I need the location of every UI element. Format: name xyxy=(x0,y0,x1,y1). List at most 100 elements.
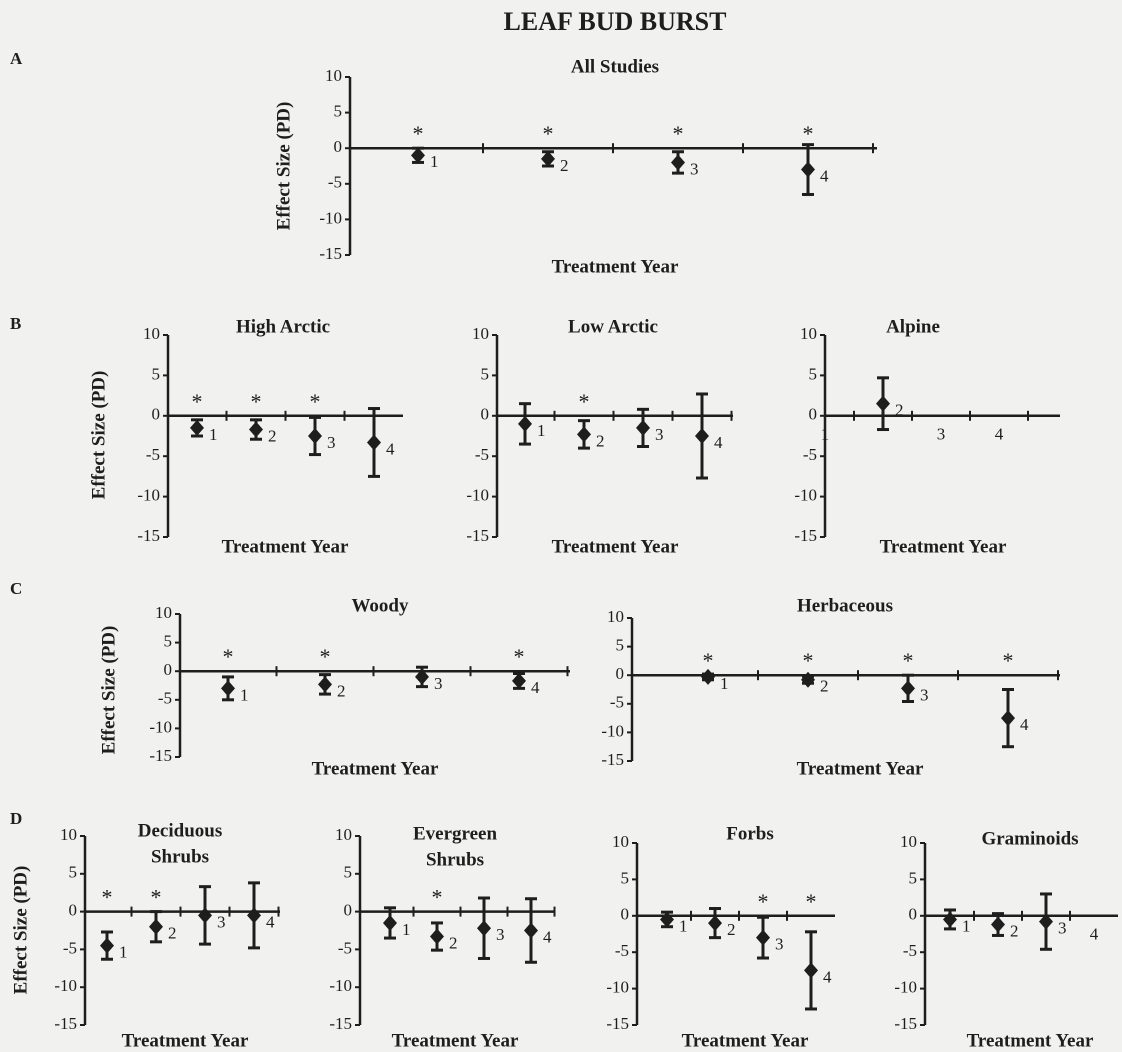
category-label: 2 xyxy=(168,924,177,943)
category-label: 1 xyxy=(720,674,729,693)
point xyxy=(708,915,722,932)
significance: * xyxy=(102,885,113,910)
category-label: 3 xyxy=(434,674,443,693)
panel-label: C xyxy=(10,579,22,598)
point xyxy=(367,434,381,451)
point xyxy=(695,428,709,444)
y-tick-label: 10 xyxy=(800,324,817,343)
point xyxy=(512,672,526,689)
y-tick-label: -15 xyxy=(606,1014,629,1033)
category-label: 2 xyxy=(820,677,829,696)
chart-title: Shrubs xyxy=(426,849,484,870)
y-tick-label: -10 xyxy=(466,486,489,505)
chart-title: Woody xyxy=(351,595,409,616)
y-tick-label: -5 xyxy=(158,689,172,708)
point xyxy=(804,962,818,979)
category-label: 2 xyxy=(560,156,569,175)
x-axis-label: Treatment Year xyxy=(392,1030,519,1051)
x-axis-label: Treatment Year xyxy=(797,758,924,779)
y-tick-label: -5 xyxy=(615,941,629,960)
y-tick-label: -10 xyxy=(794,486,817,505)
y-tick-label: -5 xyxy=(146,445,160,464)
figure-title: LEAF BUD BURST xyxy=(504,7,727,36)
y-tick-label: 5 xyxy=(344,863,353,882)
panel-label: B xyxy=(10,314,21,333)
significance: * xyxy=(806,889,817,914)
significance: * xyxy=(1003,648,1014,673)
category-label: 1 xyxy=(679,916,688,935)
category-label: 1 xyxy=(240,685,249,704)
point xyxy=(943,911,957,928)
category-label: 4 xyxy=(386,439,395,458)
y-tick-label: -10 xyxy=(137,486,160,505)
y-tick-label: 0 xyxy=(334,137,343,156)
category-label: 1 xyxy=(537,421,546,440)
significance: * xyxy=(151,885,162,910)
y-tick-label: -10 xyxy=(149,717,172,736)
x-axis-label: Treatment Year xyxy=(122,1030,249,1051)
point xyxy=(901,680,915,697)
category-label: 3 xyxy=(920,685,929,704)
category-label: 3 xyxy=(775,935,784,954)
category-label: 2 xyxy=(449,933,458,952)
significance: * xyxy=(514,644,525,669)
point xyxy=(415,668,429,685)
category-label: 1 xyxy=(119,943,128,962)
category-label: 2 xyxy=(895,401,904,420)
significance: * xyxy=(543,121,554,146)
category-label: 1 xyxy=(430,152,439,171)
y-tick-label: 10 xyxy=(325,66,342,85)
y-tick-label: 10 xyxy=(143,324,160,343)
y-tick-label: -5 xyxy=(328,173,342,192)
y-tick-label: 5 xyxy=(481,364,490,383)
y-tick-label: -10 xyxy=(54,976,77,995)
y-tick-label: -5 xyxy=(338,938,352,957)
y-tick-label: 0 xyxy=(69,901,78,920)
y-tick-label: -15 xyxy=(149,746,172,765)
category-label: 3 xyxy=(690,159,699,178)
y-tick-label: -5 xyxy=(475,445,489,464)
chart-title: Herbaceous xyxy=(797,595,893,616)
point xyxy=(308,428,322,444)
point xyxy=(247,907,261,924)
category-label: 4 xyxy=(823,967,832,986)
point xyxy=(541,150,555,167)
category-label: 4 xyxy=(995,425,1004,444)
significance: * xyxy=(803,648,814,673)
category-label: 1 xyxy=(209,425,218,444)
point xyxy=(518,415,532,432)
point xyxy=(524,922,538,939)
category-label: 4 xyxy=(1020,715,1029,734)
point xyxy=(636,419,650,436)
category-label: 4 xyxy=(714,433,723,452)
category-label: 2 xyxy=(337,681,346,700)
point xyxy=(671,154,685,171)
point xyxy=(701,668,715,685)
y-tick-label: -15 xyxy=(894,1014,917,1033)
panel-label: D xyxy=(10,809,22,828)
category-label: 3 xyxy=(1058,919,1067,938)
category-label: 4 xyxy=(543,927,552,946)
point xyxy=(149,918,163,935)
chart-title: Alpine xyxy=(886,316,940,337)
point xyxy=(801,161,815,178)
point xyxy=(756,929,770,946)
y-tick-label: -15 xyxy=(466,526,489,545)
category-label: 2 xyxy=(268,426,277,445)
point xyxy=(430,928,444,945)
y-tick-label: 5 xyxy=(69,863,78,882)
y-tick-label: 5 xyxy=(152,364,161,383)
category-label: 2 xyxy=(727,920,736,939)
y-tick-label: 5 xyxy=(809,364,818,383)
category-label: 3 xyxy=(655,425,664,444)
y-axis-label: Effect Size (PD) xyxy=(273,102,294,231)
significance: * xyxy=(251,389,262,414)
significance: * xyxy=(320,644,331,669)
chart-title: Forbs xyxy=(726,823,774,844)
chart-title: Deciduous xyxy=(138,820,222,841)
x-axis-label: Treatment Year xyxy=(552,256,679,277)
panel-label: A xyxy=(10,49,23,68)
x-axis-label: Treatment Year xyxy=(880,536,1007,557)
category-label: 4 xyxy=(1090,925,1099,944)
